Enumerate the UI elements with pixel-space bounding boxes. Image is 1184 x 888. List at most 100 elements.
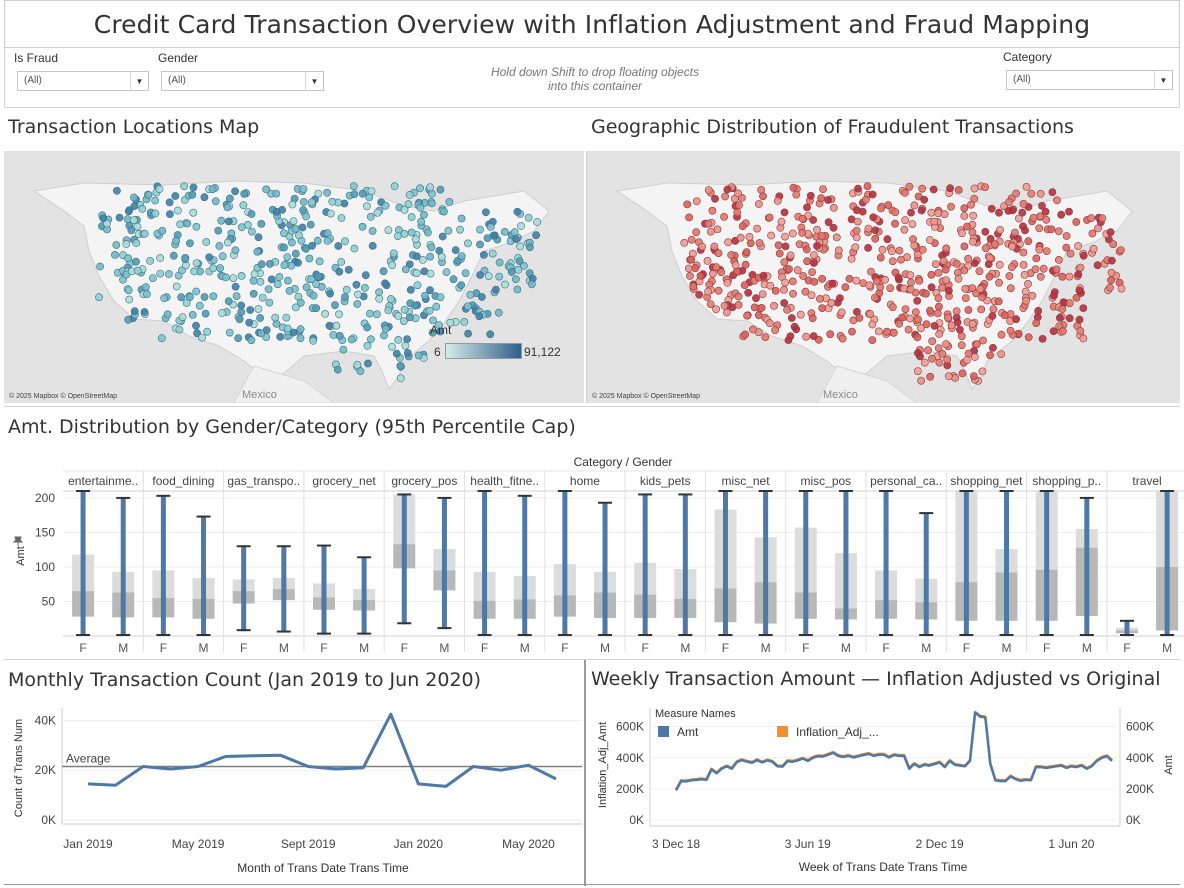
map-point [1076, 327, 1085, 335]
whisker-bar [1124, 620, 1130, 636]
map-point [905, 182, 914, 191]
category-header: shopping_p.. [1032, 474, 1101, 488]
gender-label: F [160, 641, 167, 655]
map-point [984, 260, 993, 268]
chevron-down-icon[interactable]: ▼ [1154, 71, 1172, 89]
map-point [358, 189, 367, 198]
map-point [180, 182, 189, 191]
map-point [200, 193, 209, 202]
is-fraud-filter-dropdown[interactable]: (All) ▼ [17, 71, 149, 91]
map-point [924, 346, 932, 355]
map-point [781, 278, 789, 287]
gender-filter-dropdown[interactable]: (All) ▼ [161, 71, 324, 91]
map-point [826, 330, 835, 339]
map-point [757, 303, 766, 312]
map-point [714, 286, 723, 295]
chevron-down-icon[interactable]: ▼ [305, 72, 323, 90]
map-point [978, 293, 986, 302]
map-point [913, 367, 922, 375]
category-filter-dropdown[interactable]: (All) ▼ [1006, 70, 1173, 90]
map-point [507, 268, 516, 276]
map-point [807, 291, 816, 300]
map-point [750, 303, 759, 312]
map-point [405, 191, 414, 199]
map-point [891, 208, 900, 217]
map-point [189, 208, 198, 217]
transaction-map-title: Transaction Locations Map [8, 116, 260, 138]
map-point [976, 285, 985, 293]
chevron-down-icon[interactable]: ▼ [130, 72, 148, 90]
map-point [361, 271, 370, 280]
boxplot-chart[interactable]: Category / Gender Amt 50 100 150 200 entert… [0, 448, 1184, 658]
pin-icon[interactable] [12, 536, 24, 546]
map-point [927, 271, 936, 279]
map-point [1098, 214, 1107, 223]
map-credit: © 2025 Mapbox © OpenStreetMap [592, 393, 700, 400]
map-point [533, 218, 541, 226]
amt-line [674, 711, 1113, 792]
fraud-distribution-map[interactable]: © 2025 Mapbox © OpenStreetMap Mexico [587, 151, 1180, 403]
map-point [888, 303, 897, 312]
map-point [1058, 327, 1067, 336]
map-point [742, 248, 751, 256]
map-point [283, 276, 292, 285]
map-point [169, 251, 178, 260]
weekly-amount-chart[interactable]: Inflation_Adj_Amt Amt Week of Trans Date… [586, 700, 1184, 884]
map-point [442, 268, 451, 276]
map-point [429, 316, 437, 325]
monthly-count-chart[interactable]: Count of Trans Num Month of Trans Date T… [0, 700, 584, 884]
map-point [1010, 228, 1019, 237]
map-point [1042, 215, 1051, 224]
map-point [900, 225, 909, 234]
map-point [1039, 264, 1048, 273]
map-point [927, 208, 936, 217]
map-point [127, 226, 136, 235]
map-point [354, 290, 362, 299]
bottom-border [4, 884, 1180, 885]
map-point [294, 231, 303, 240]
map-point [360, 283, 369, 292]
map-point [819, 185, 827, 193]
y-left-tick-label: 400K [616, 751, 644, 765]
map-point [299, 198, 308, 206]
map-point [133, 266, 142, 275]
map-point [1079, 334, 1088, 343]
map-point [1065, 299, 1074, 308]
map-point [189, 183, 198, 192]
map-point [835, 294, 844, 302]
monthly-y-axis-label: Count of Trans Num [13, 719, 25, 817]
map-point [183, 219, 192, 228]
category-filter-value: (All) [1013, 74, 1031, 85]
map-point [400, 305, 409, 314]
map-point [809, 216, 817, 224]
map-point [696, 272, 705, 280]
map-point [969, 211, 977, 220]
map-point [1019, 261, 1028, 269]
map-point [331, 301, 339, 309]
map-point [366, 335, 375, 344]
gender-label: M [600, 641, 610, 655]
map-point [366, 212, 375, 221]
map-point [957, 332, 966, 341]
map-point [265, 260, 274, 268]
map-point [463, 302, 472, 311]
map-point [247, 336, 256, 345]
map-point [457, 252, 466, 260]
map-point [246, 306, 255, 314]
whisker-bar [120, 497, 126, 636]
map-point [977, 305, 986, 314]
gender-label: F [722, 641, 729, 655]
map-point [495, 272, 504, 281]
boxplot-header: Category / Gender [574, 455, 673, 469]
map-point [132, 257, 140, 266]
map-point [335, 267, 344, 276]
map-point [788, 229, 797, 238]
whisker-bar [843, 491, 849, 636]
transaction-map-points [95, 182, 541, 383]
map-point [400, 230, 409, 238]
map-point [786, 251, 795, 260]
whisker-bar [562, 491, 568, 636]
transaction-locations-map[interactable]: © 2025 Mapbox © OpenStreetMap Mexico Amt… [4, 151, 584, 403]
map-point [381, 279, 389, 288]
map-point [855, 314, 864, 322]
